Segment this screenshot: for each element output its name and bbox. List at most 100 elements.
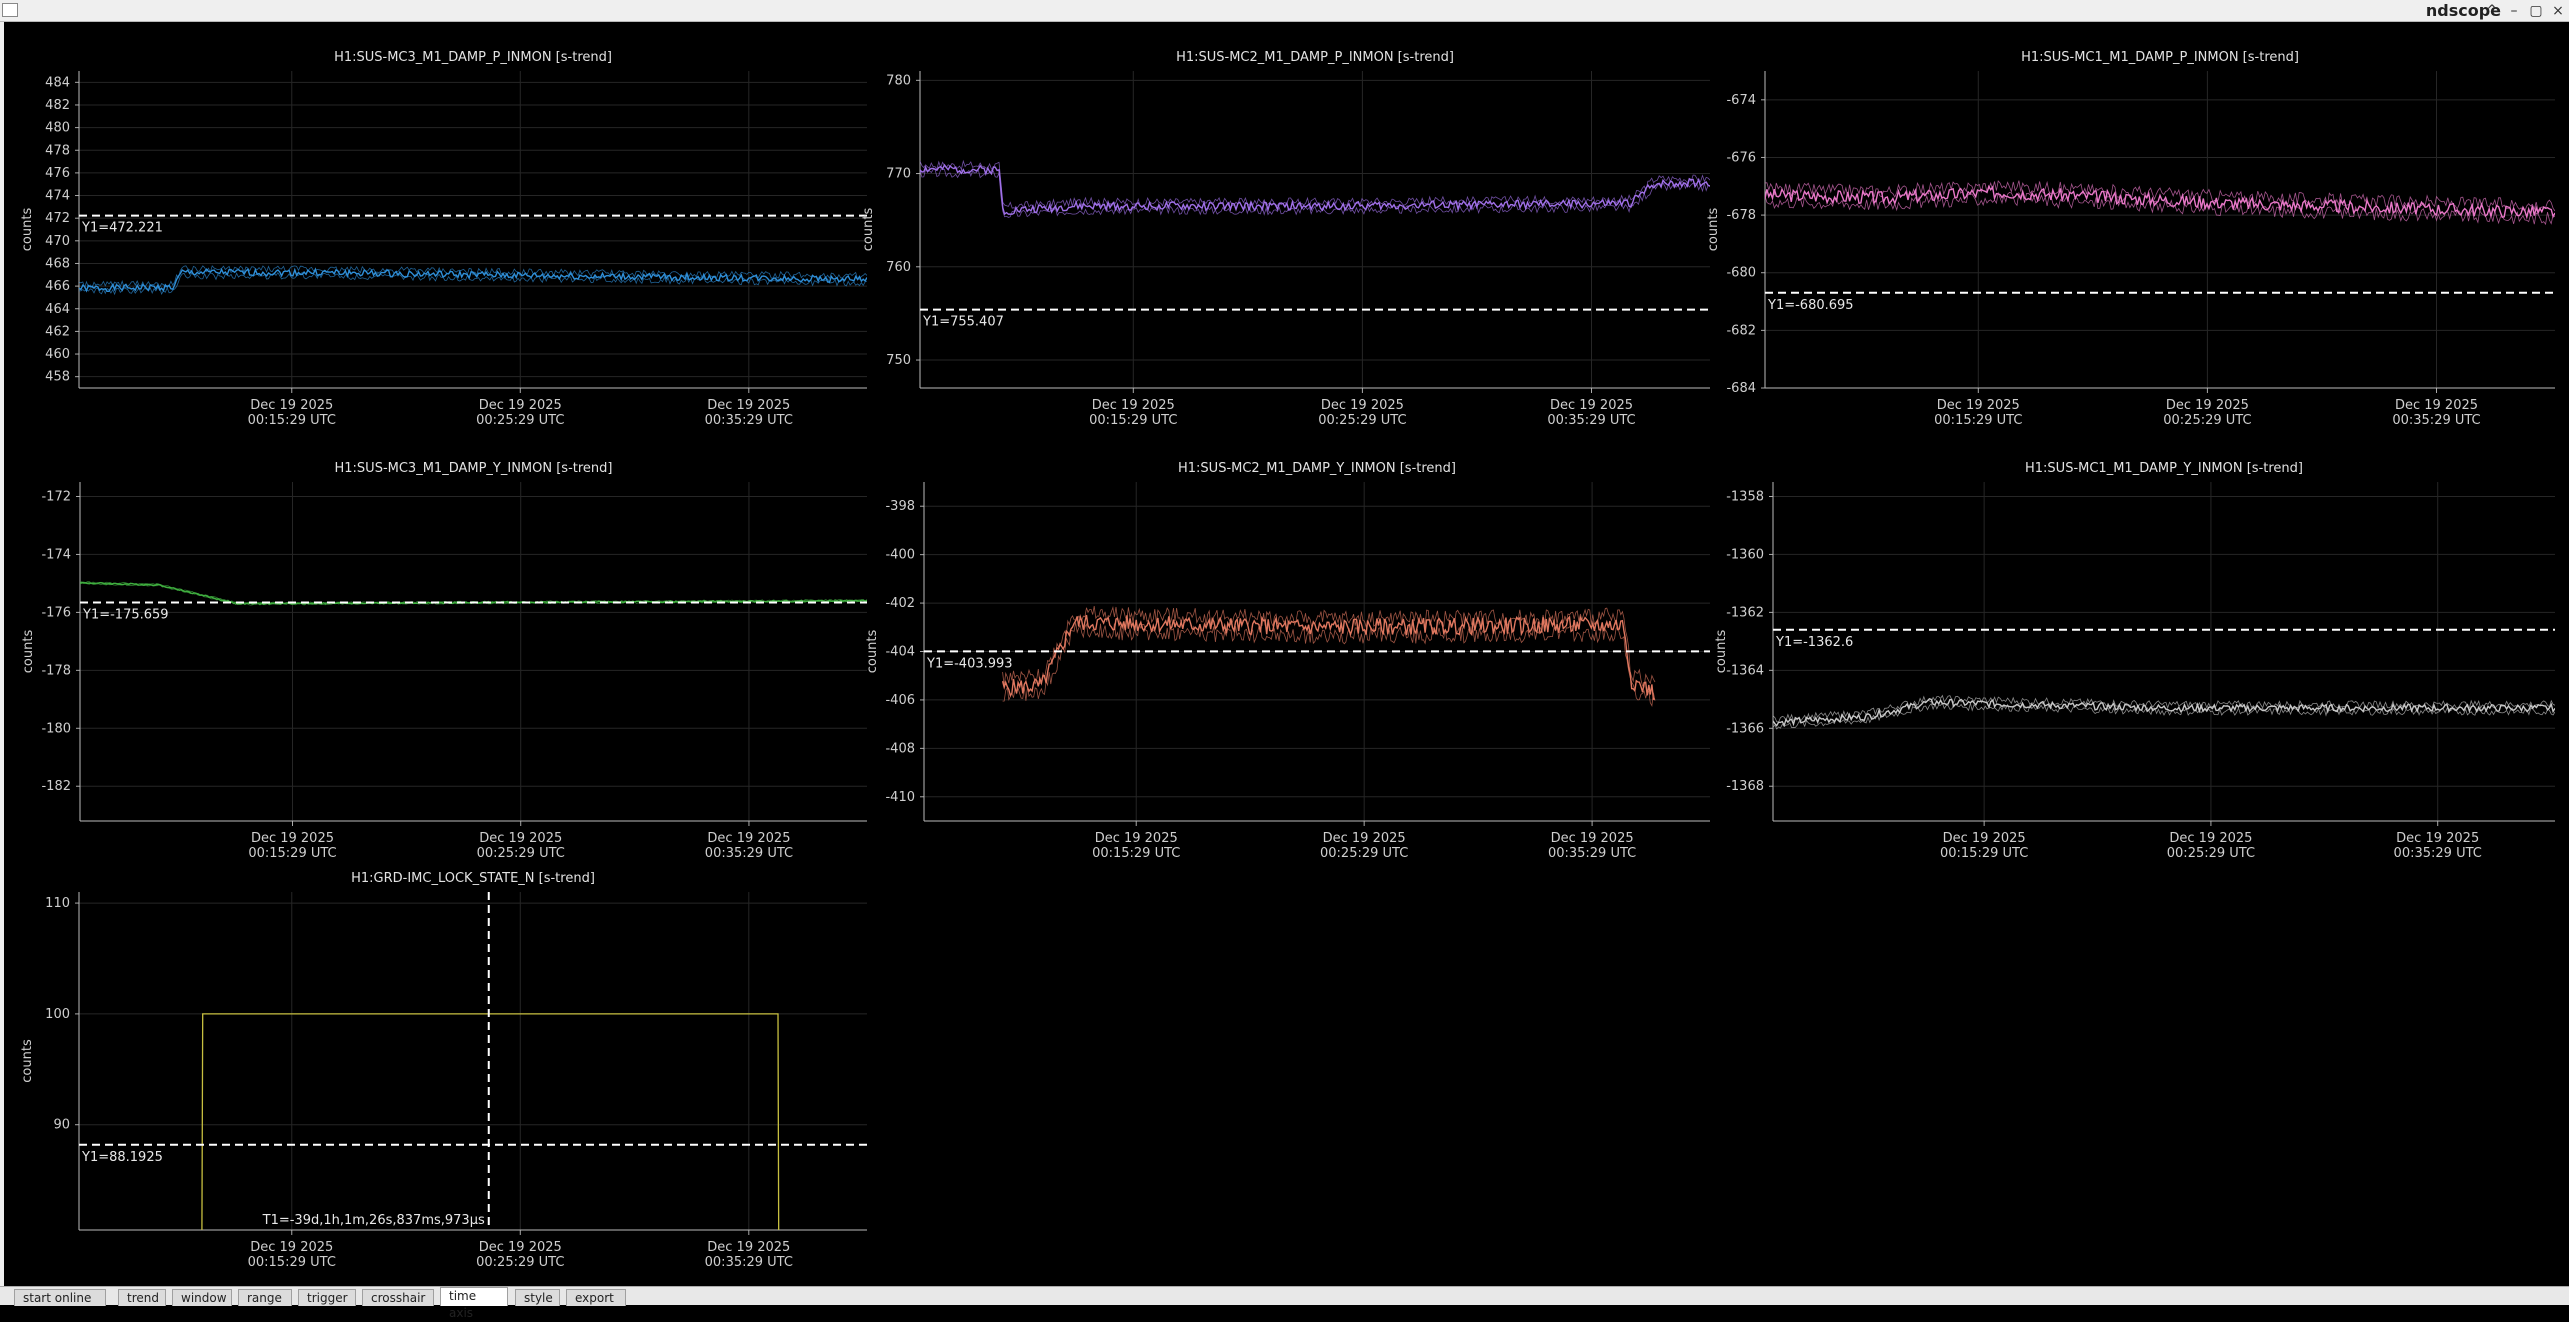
x-tick-date: Dec 19 2025	[1551, 831, 1634, 846]
minimize-button[interactable]: –	[2510, 3, 2518, 19]
x-tick-date: Dec 19 2025	[1321, 398, 1404, 413]
x-tick-date: Dec 19 2025	[251, 831, 334, 846]
y1-cursor-label: Y1=-680.695	[1767, 298, 1854, 313]
plot-panel-6[interactable]: H1:SUS-MC1_M1_DAMP_Y_INMON [s-trend] -135…	[1714, 461, 2555, 861]
trace-line	[1765, 191, 2555, 226]
trace-line	[920, 159, 1710, 210]
trace-line	[1001, 614, 1656, 700]
y-tick-label: -402	[885, 596, 915, 611]
y-axis-label: counts	[1706, 208, 1721, 252]
y-tick-label: 750	[886, 353, 911, 368]
x-tick-time: 00:25:29 UTC	[2163, 413, 2251, 428]
x-tick-date: Dec 19 2025	[2396, 831, 2479, 846]
y-tick-label: 464	[45, 302, 70, 317]
x-tick-time: 00:15:29 UTC	[1934, 413, 2022, 428]
title-bar: ndscope ^ – ▢ ×	[0, 0, 2569, 22]
plot-panel-2[interactable]: H1:SUS-MC2_M1_DAMP_P_INMON [s-trend] 750 7…	[861, 50, 1710, 428]
plot-title: H1:GRD-IMC_LOCK_STATE_N [s-trend]	[351, 871, 595, 886]
y-tick-label: -1362	[1726, 605, 1764, 620]
x-tick-date: Dec 19 2025	[2395, 398, 2478, 413]
tab-export[interactable]: export	[566, 1289, 626, 1306]
y-tick-label: -398	[885, 499, 915, 514]
trace-line	[920, 168, 1710, 218]
y-tick-label: 90	[53, 1118, 70, 1133]
x-tick-time: 00:15:29 UTC	[248, 413, 336, 428]
trace-line	[1765, 184, 2555, 220]
y-tick-label: 770	[886, 167, 911, 182]
trace-line	[79, 265, 867, 289]
x-tick-date: Dec 19 2025	[707, 398, 790, 413]
trace-line	[1002, 622, 1656, 707]
y-axis-label: counts	[861, 208, 876, 252]
y-tick-label: -684	[1726, 381, 1756, 396]
y-tick-label: 482	[45, 98, 70, 113]
trace-line	[80, 581, 867, 605]
plot-grid[interactable]: H1:SUS-MC3_M1_DAMP_P_INMON [s-trend] 458 4…	[10, 24, 2559, 1286]
x-tick-date: Dec 19 2025	[1550, 398, 1633, 413]
y-tick-label: -172	[41, 489, 71, 504]
tab-time-axis[interactable]: time axis	[440, 1287, 508, 1320]
x-tick-date: Dec 19 2025	[707, 1240, 790, 1255]
x-tick-date: Dec 19 2025	[250, 1240, 333, 1255]
trace-line	[201, 1013, 780, 1230]
x-tick-time: 00:15:29 UTC	[1940, 846, 2028, 861]
tab-trend[interactable]: trend	[118, 1289, 166, 1306]
y-tick-label: 458	[45, 370, 70, 385]
tab-style[interactable]: style	[515, 1289, 560, 1306]
x-tick-time: 00:25:29 UTC	[477, 846, 565, 861]
plot-panel-1[interactable]: H1:SUS-MC3_M1_DAMP_P_INMON [s-trend] 458 4…	[20, 50, 867, 428]
tab-range[interactable]: range	[238, 1289, 292, 1306]
plot-title: H1:SUS-MC1_M1_DAMP_Y_INMON [s-trend]	[2025, 461, 2303, 476]
x-tick-date: Dec 19 2025	[479, 1240, 562, 1255]
x-tick-time: 00:25:29 UTC	[476, 1255, 564, 1270]
y-axis-label: counts	[20, 1039, 35, 1083]
tab-crosshair[interactable]: crosshair	[362, 1289, 434, 1306]
x-tick-date: Dec 19 2025	[1323, 831, 1406, 846]
y-tick-label: -408	[885, 741, 915, 756]
x-tick-time: 00:35:29 UTC	[2392, 413, 2480, 428]
plot-title: H1:SUS-MC3_M1_DAMP_P_INMON [s-trend]	[334, 50, 612, 65]
y-tick-label: 466	[45, 279, 70, 294]
shade-button[interactable]: ^	[2486, 3, 2498, 19]
y-tick-label: 110	[45, 896, 70, 911]
x-tick-time: 00:35:29 UTC	[1547, 413, 1635, 428]
plot-panel-4[interactable]: H1:SUS-MC3_M1_DAMP_Y_INMON [s-trend] -172…	[21, 461, 867, 861]
y-tick-label: -1360	[1726, 547, 1764, 562]
y-tick-label: -410	[885, 790, 915, 805]
y-tick-label: 478	[45, 143, 70, 158]
plot-title: H1:SUS-MC2_M1_DAMP_P_INMON [s-trend]	[1176, 50, 1454, 65]
y-tick-label: -1358	[1726, 489, 1764, 504]
tab-bar: start online trend window range trigger cross…	[0, 1286, 2569, 1320]
x-tick-date: Dec 19 2025	[2169, 831, 2252, 846]
tab-window[interactable]: window	[172, 1289, 232, 1306]
plot-title: H1:SUS-MC2_M1_DAMP_Y_INMON [s-trend]	[1178, 461, 1456, 476]
maximize-button[interactable]: ▢	[2529, 3, 2543, 19]
x-tick-date: Dec 19 2025	[479, 831, 562, 846]
trace-line	[79, 271, 867, 296]
tab-trigger[interactable]: trigger	[298, 1289, 356, 1306]
x-tick-time: 00:35:29 UTC	[705, 413, 793, 428]
plot-area[interactable]: H1:SUS-MC3_M1_DAMP_P_INMON [s-trend] 458 4…	[10, 24, 2559, 1286]
x-tick-time: 00:25:29 UTC	[1320, 846, 1408, 861]
y-tick-label: -1364	[1726, 663, 1764, 678]
y-tick-label: -682	[1726, 323, 1756, 338]
y-tick-label: -676	[1726, 150, 1756, 165]
plot-panel-3[interactable]: H1:SUS-MC1_M1_DAMP_P_INMON [s-trend] -674…	[1706, 50, 2555, 428]
y-tick-label: 472	[45, 211, 70, 226]
x-tick-time: 00:25:29 UTC	[476, 413, 564, 428]
y-tick-label: 460	[45, 347, 70, 362]
x-tick-time: 00:15:29 UTC	[248, 846, 336, 861]
plot-panel-5[interactable]: H1:SUS-MC2_M1_DAMP_Y_INMON [s-trend] -398…	[865, 461, 1710, 861]
close-button[interactable]: ×	[2552, 3, 2564, 19]
y-tick-label: -176	[41, 605, 71, 620]
x-tick-date: Dec 19 2025	[707, 831, 790, 846]
y-axis-label: counts	[865, 630, 880, 674]
y-tick-label: 468	[45, 256, 70, 271]
tab-start-online[interactable]: start online	[14, 1289, 106, 1306]
plot-title: H1:SUS-MC3_M1_DAMP_Y_INMON [s-trend]	[335, 461, 613, 476]
y-axis-label: counts	[21, 630, 36, 674]
y1-cursor-label: Y1=472.221	[81, 221, 163, 236]
x-tick-time: 00:35:29 UTC	[1548, 846, 1636, 861]
y-tick-label: 476	[45, 166, 70, 181]
plot-panel-7[interactable]: H1:GRD-IMC_LOCK_STATE_N [s-trend] 90 100 11…	[20, 871, 867, 1270]
